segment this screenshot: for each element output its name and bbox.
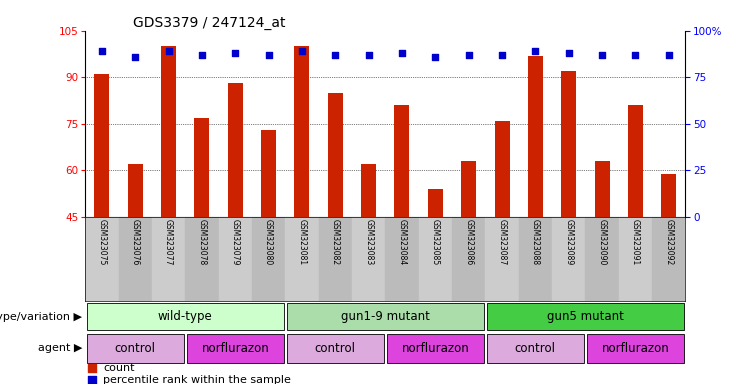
- Bar: [619, 217, 652, 301]
- Text: GSM323086: GSM323086: [464, 220, 473, 266]
- Bar: [628, 105, 643, 217]
- Text: gun1-9 mutant: gun1-9 mutant: [341, 310, 430, 323]
- Bar: [419, 217, 452, 301]
- Bar: [394, 105, 410, 217]
- Text: GSM323078: GSM323078: [197, 220, 207, 266]
- Point: [196, 52, 207, 58]
- FancyBboxPatch shape: [587, 334, 684, 363]
- Bar: [494, 121, 510, 217]
- Bar: [85, 217, 119, 301]
- Text: percentile rank within the sample: percentile rank within the sample: [103, 375, 291, 384]
- Point: [96, 48, 108, 54]
- Text: GSM323084: GSM323084: [397, 220, 407, 266]
- Point: [663, 52, 675, 58]
- Bar: [219, 217, 252, 301]
- Bar: [528, 56, 543, 217]
- Point: [130, 54, 142, 60]
- Text: GSM323075: GSM323075: [97, 220, 107, 266]
- Bar: [352, 217, 385, 301]
- Text: GSM323087: GSM323087: [497, 220, 507, 266]
- Point: [429, 54, 441, 60]
- Point: [396, 50, 408, 56]
- Bar: [561, 71, 576, 217]
- Bar: [585, 217, 619, 301]
- Text: GSM323077: GSM323077: [164, 220, 173, 266]
- Text: GSM323090: GSM323090: [597, 220, 607, 266]
- FancyBboxPatch shape: [487, 334, 584, 363]
- Bar: [261, 130, 276, 217]
- Point: [529, 48, 541, 54]
- Point: [445, 234, 456, 240]
- Bar: [194, 118, 210, 217]
- Bar: [519, 217, 552, 301]
- Bar: [652, 217, 685, 301]
- Point: [362, 52, 374, 58]
- Text: count: count: [103, 363, 135, 373]
- Text: control: control: [515, 342, 556, 355]
- Text: GSM323080: GSM323080: [264, 220, 273, 266]
- Bar: [127, 164, 143, 217]
- Bar: [328, 93, 343, 217]
- Bar: [385, 217, 419, 301]
- Point: [329, 52, 341, 58]
- Point: [496, 52, 508, 58]
- Text: GSM323092: GSM323092: [664, 220, 674, 266]
- Text: wild-type: wild-type: [158, 310, 213, 323]
- Bar: [185, 217, 219, 301]
- FancyBboxPatch shape: [487, 303, 684, 330]
- Text: GSM323076: GSM323076: [130, 220, 140, 266]
- Bar: [94, 74, 110, 217]
- Point: [296, 48, 308, 54]
- FancyBboxPatch shape: [187, 334, 284, 363]
- Text: GSM323079: GSM323079: [230, 220, 240, 266]
- Bar: [152, 217, 185, 301]
- Point: [162, 48, 175, 54]
- FancyBboxPatch shape: [287, 303, 484, 330]
- FancyBboxPatch shape: [287, 334, 384, 363]
- Text: GSM323082: GSM323082: [330, 220, 340, 266]
- Bar: [161, 46, 176, 217]
- Bar: [552, 217, 585, 301]
- Text: norflurazon: norflurazon: [402, 342, 469, 355]
- Bar: [461, 161, 476, 217]
- Text: GSM323083: GSM323083: [364, 220, 373, 266]
- Bar: [119, 217, 152, 301]
- Text: genotype/variation ▶: genotype/variation ▶: [0, 312, 82, 322]
- Point: [445, 339, 456, 345]
- Bar: [227, 83, 243, 217]
- FancyBboxPatch shape: [87, 303, 284, 330]
- Text: control: control: [315, 342, 356, 355]
- Point: [596, 52, 608, 58]
- Text: GSM323085: GSM323085: [431, 220, 440, 266]
- Bar: [285, 217, 319, 301]
- Text: GSM323089: GSM323089: [564, 220, 574, 266]
- Text: gun5 mutant: gun5 mutant: [547, 310, 624, 323]
- Point: [262, 52, 274, 58]
- Text: GSM323091: GSM323091: [631, 220, 640, 266]
- FancyBboxPatch shape: [387, 334, 484, 363]
- Text: norflurazon: norflurazon: [602, 342, 669, 355]
- Text: control: control: [115, 342, 156, 355]
- Point: [563, 50, 575, 56]
- FancyBboxPatch shape: [87, 334, 184, 363]
- Bar: [485, 217, 519, 301]
- Bar: [452, 217, 485, 301]
- Text: GSM323081: GSM323081: [297, 220, 307, 266]
- Text: agent ▶: agent ▶: [38, 343, 82, 354]
- Bar: [594, 161, 610, 217]
- Text: norflurazon: norflurazon: [202, 342, 269, 355]
- Bar: [294, 46, 310, 217]
- Text: GSM323088: GSM323088: [531, 220, 540, 266]
- Point: [630, 52, 642, 58]
- Bar: [361, 164, 376, 217]
- Bar: [661, 174, 677, 217]
- Bar: [252, 217, 285, 301]
- Bar: [319, 217, 352, 301]
- Bar: [428, 189, 443, 217]
- Point: [229, 50, 241, 56]
- Point: [462, 52, 474, 58]
- Text: GDS3379 / 247124_at: GDS3379 / 247124_at: [133, 16, 286, 30]
